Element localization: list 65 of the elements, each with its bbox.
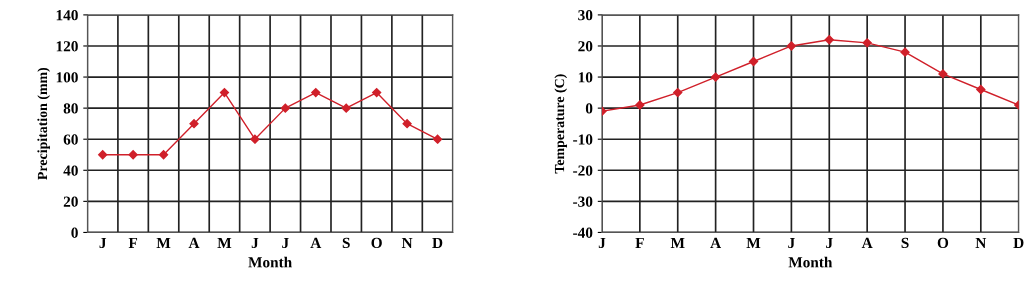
y-tick-label: 0: [71, 227, 78, 238]
x-tick-label: A: [710, 237, 722, 248]
point: [824, 35, 834, 45]
x-tick-label: M: [217, 237, 232, 248]
y-axis-title: Temperature (C): [554, 74, 568, 174]
x-tick-label: D: [1013, 237, 1024, 248]
y-tick-label: 140: [56, 10, 78, 21]
point: [938, 69, 948, 79]
x-tick-label: A: [310, 237, 322, 248]
point: [432, 134, 443, 144]
x-tick-label: O: [937, 237, 949, 249]
x-tick-label: M: [156, 237, 171, 248]
x-tick-label: J: [598, 237, 606, 249]
y-tick-label: 80: [63, 103, 78, 114]
point: [311, 87, 321, 98]
y-tick-label: 0: [585, 103, 593, 114]
point: [862, 38, 872, 48]
x-tick-label: D: [432, 237, 443, 248]
x-tick-label: J: [788, 237, 795, 249]
y-tick-label: 20: [578, 41, 593, 52]
point: [250, 134, 260, 144]
y-tick-label: 10: [578, 72, 593, 83]
x-tick-label: M: [746, 237, 761, 248]
point: [900, 47, 910, 57]
y-tick-label: 120: [56, 41, 78, 52]
point: [341, 103, 351, 113]
point: [372, 87, 382, 98]
x-tick-label: A: [188, 237, 200, 248]
x-tick-label: N: [401, 237, 413, 248]
x-tick-label: N: [975, 237, 987, 248]
y-tick-label: 100: [56, 72, 78, 83]
point: [158, 150, 169, 160]
x-tick-label: J: [282, 237, 289, 249]
point: [786, 41, 797, 51]
point: [635, 100, 645, 110]
x-tick-label: O: [371, 237, 382, 249]
x-tick-label: S: [342, 237, 350, 249]
x-tick-label: A: [861, 237, 873, 248]
y-axis-title: Precipitation (mm): [37, 67, 50, 180]
x-axis-title: Month: [788, 256, 833, 268]
y-tick-label: -40: [573, 227, 593, 238]
point: [98, 150, 108, 160]
y-tick-label: 20: [63, 196, 78, 207]
point: [219, 87, 230, 98]
x-tick-label: F: [635, 237, 644, 248]
x-tick-label: F: [128, 237, 138, 248]
x-tick-label: J: [826, 237, 833, 249]
x-tick-label: M: [670, 237, 685, 248]
x-tick-label: J: [251, 237, 259, 249]
x-tick-label: S: [901, 237, 909, 249]
point: [976, 84, 986, 95]
y-tick-label: 30: [578, 10, 593, 21]
point: [128, 150, 138, 160]
point: [402, 119, 412, 129]
point: [280, 103, 290, 113]
y-tick-label: 40: [63, 165, 78, 176]
x-axis-title: Month: [248, 256, 292, 268]
y-tick-label: -10: [573, 134, 593, 145]
y-tick-label: -20: [573, 165, 593, 176]
point: [189, 119, 199, 129]
y-tick-label: 60: [63, 134, 78, 145]
y-tick-label: -30: [573, 196, 593, 207]
point: [710, 72, 721, 82]
x-tick-label: J: [99, 237, 107, 249]
point: [673, 87, 683, 98]
